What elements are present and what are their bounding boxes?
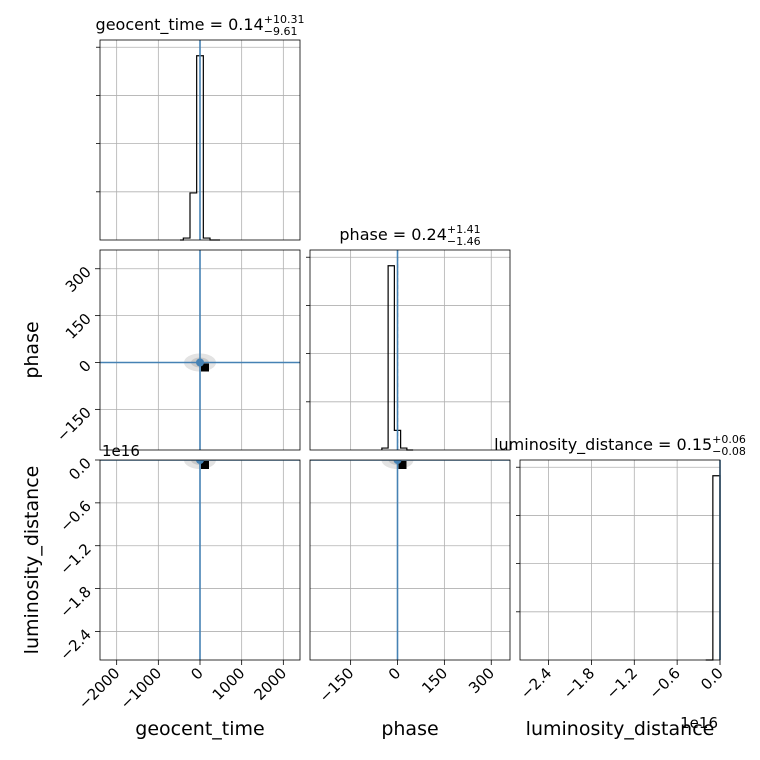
hist-step-phase [381,265,414,451]
ytick-label-luminosity_distance-1: −1.8 [56,583,94,621]
panels-layer [96,39,721,661]
xtick-label-geocent_time-0: −2000 [75,664,124,713]
xtick-label-phase-3: 300 [465,664,498,697]
title-name-phase: phase [339,225,387,244]
xtick-label-luminosity_distance-1: −1.8 [560,664,598,702]
title-plus-geocent_time: +10.31 [264,13,305,26]
xtick-label-geocent_time-1: −1000 [117,664,166,713]
density-peak-geocent_time-luminosity_distance [201,461,209,469]
ytick-label-luminosity_distance-0: −2.4 [56,626,94,664]
xaxis-label-geocent_time: geocent_time [135,718,264,740]
yaxis-label-luminosity_distance: luminosity_distance [21,466,43,655]
frame-2d-geocent_time-phase [99,249,301,451]
hist-step-geocent_time [180,55,220,241]
title-minus-geocent_time: −9.61 [264,25,298,38]
xaxis-label-luminosity_distance: luminosity_distance [526,718,715,740]
density-peak-phase-luminosity_distance [398,461,407,469]
title-value-luminosity_distance: = 0.15 [653,435,712,454]
title-minus-luminosity_distance: −0.08 [712,445,746,458]
title-phase: phase = 0.24+1.41 −1.46 [339,223,480,248]
xtick-label-phase-0: −150 [316,664,358,706]
xtick-label-luminosity_distance-3: −0.6 [645,664,683,702]
xtick-label-luminosity_distance-2: −1.2 [603,664,641,702]
ytick-label-luminosity_distance-2: −1.2 [56,540,94,578]
panel-2d-geocent_time-phase [99,249,301,451]
title-geocent_time: geocent_time = 0.14+10.31 −9.61 [96,13,305,38]
title-plus-phase: +1.41 [447,223,481,236]
xtick-label-geocent_time-2: 0 [187,664,206,683]
density-peak-geocent_time-phase [201,363,209,372]
ytick-label-phase-3: 300 [62,263,95,296]
title-value-phase: = 0.24 [388,225,447,244]
title-minus-phase: −1.46 [447,235,481,248]
ytick-label-luminosity_distance-3: −0.6 [56,497,94,535]
panel-2d-phase-luminosity_distance [309,459,511,661]
truth-marker-geocent_time-luminosity_distance [196,460,204,464]
panel-hist-phase [306,249,511,451]
offset-text-x: 1e16 [680,714,718,732]
title-name-luminosity_distance: luminosity_distance [494,435,653,455]
hist-step-luminosity_distance [705,475,721,661]
yaxis-label-phase: phase [21,321,43,378]
frame-2d-phase-luminosity_distance [309,459,511,661]
offset-text-y: 1e16 [102,442,140,460]
panel-2d-geocent_time-luminosity_distance [99,459,301,661]
ytick-label-phase-1: 0 [75,357,94,376]
title-luminosity_distance: luminosity_distance = 0.15+0.06 −0.08 [494,433,746,458]
xtick-label-phase-2: 150 [418,664,451,697]
title-value-geocent_time: = 0.14 [205,15,264,34]
truth-marker-geocent_time-phase [196,358,204,367]
xaxis-label-phase: phase [381,718,438,740]
xtick-label-geocent_time-4: 2000 [250,664,290,704]
panel-hist-luminosity_distance [516,459,721,661]
truth-marker-phase-luminosity_distance [393,460,402,464]
title-name-geocent_time: geocent_time [96,15,205,35]
ytick-label-phase-0: −150 [53,403,95,445]
xtick-label-phase-1: 0 [385,664,404,683]
xtick-label-luminosity_distance-4: 0.0 [697,664,727,694]
ytick-label-luminosity_distance-4: 0.0 [65,454,95,484]
title-plus-luminosity_distance: +0.06 [712,433,746,446]
hist-frame-geocent_time [99,39,301,241]
panel-hist-geocent_time [96,39,301,241]
ytick-label-phase-2: 150 [62,310,95,343]
xtick-label-geocent_time-3: 1000 [209,664,249,704]
xtick-label-luminosity_distance-0: −2.4 [517,664,555,702]
hist-frame-phase [309,249,511,451]
hist-frame-luminosity_distance [519,459,721,661]
